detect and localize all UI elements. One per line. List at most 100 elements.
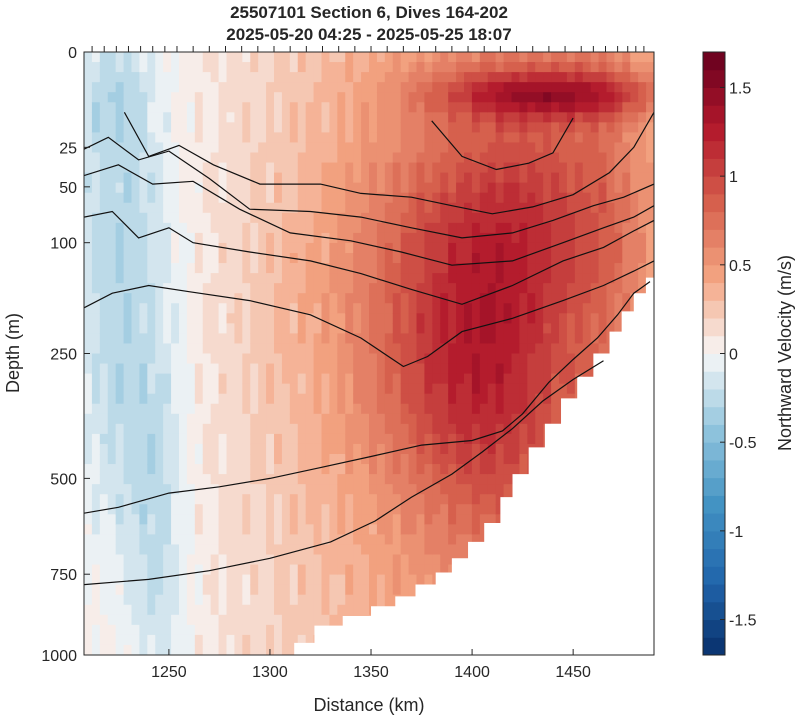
heatmap-cell (448, 112, 457, 123)
heatmap-cell (487, 333, 497, 345)
heatmap-cell (289, 594, 299, 606)
heatmap-cell (345, 584, 354, 596)
heatmap-cell (574, 122, 584, 133)
heatmap-cell (179, 212, 188, 224)
heatmap-cell (281, 192, 291, 204)
heatmap-cell (313, 182, 323, 194)
heatmap-cell (321, 323, 331, 334)
heatmap-cell (289, 454, 299, 465)
heatmap-cell (242, 333, 251, 345)
heatmap-cell (115, 383, 125, 395)
heatmap-cell (147, 122, 156, 133)
colorbar-label: Northward Velocity (m/s) (775, 255, 795, 451)
heatmap-cell (487, 202, 497, 214)
heatmap-cell (384, 423, 394, 435)
heatmap-cell (511, 433, 521, 445)
heatmap-cell (84, 644, 93, 655)
heatmap-cell (179, 614, 188, 626)
heatmap-cell (258, 303, 267, 314)
heatmap-cell (107, 172, 117, 184)
heatmap-cell (281, 72, 291, 83)
heatmap-cell (519, 152, 528, 164)
heatmap-cell (147, 644, 156, 655)
heatmap-cell (274, 102, 283, 113)
heatmap-cell (487, 353, 497, 365)
y-tick-label: 250 (50, 347, 77, 364)
heatmap-cell (448, 222, 457, 234)
heatmap-cell (305, 624, 315, 636)
heatmap-cell (471, 222, 481, 234)
heatmap-cell (107, 524, 117, 535)
heatmap-cell (91, 383, 101, 395)
heatmap-cell (440, 122, 449, 133)
heatmap-cell (503, 474, 513, 485)
heatmap-cell (171, 343, 180, 355)
heatmap-cell (99, 574, 109, 586)
heatmap-cell (622, 202, 631, 214)
heatmap-cell (250, 343, 259, 355)
heatmap-cell (424, 423, 433, 435)
heatmap-cell (321, 102, 331, 113)
heatmap-cell (369, 534, 378, 546)
heatmap-cell (440, 112, 449, 123)
heatmap-cell (519, 112, 528, 123)
heatmap-cell (171, 494, 180, 505)
heatmap-cell (226, 303, 236, 314)
heatmap-cell (123, 363, 133, 375)
heatmap-cell (527, 373, 536, 385)
heatmap-cell (321, 373, 331, 385)
heatmap-cell (274, 614, 283, 626)
heatmap-cell (456, 403, 465, 415)
heatmap-cell (329, 142, 338, 154)
heatmap-cell (424, 504, 433, 515)
heatmap-cell (202, 323, 212, 334)
heatmap-cell (503, 162, 513, 174)
heatmap-cell (511, 222, 521, 234)
heatmap-cell (614, 132, 623, 144)
heatmap-cell (384, 584, 394, 596)
heatmap-cell (186, 192, 196, 204)
heatmap-cell (527, 212, 536, 224)
heatmap-cell (155, 353, 164, 365)
heatmap-cell (115, 52, 125, 63)
heatmap-cell (559, 72, 568, 83)
heatmap-cell (305, 574, 315, 586)
heatmap-cell (432, 494, 441, 505)
heatmap-cell (598, 112, 608, 123)
heatmap-cell (479, 504, 489, 515)
heatmap-cell (598, 293, 608, 304)
heatmap-cell (424, 524, 433, 535)
heatmap-cell (242, 112, 251, 123)
heatmap-cell (511, 273, 521, 284)
heatmap-cell (163, 242, 172, 254)
heatmap-cell (448, 253, 457, 264)
heatmap-cell (361, 122, 370, 133)
heatmap-cell (258, 72, 267, 83)
heatmap-cell (376, 172, 386, 184)
heatmap-cell (107, 313, 117, 324)
heatmap-cell (99, 494, 109, 505)
colorbar-segment (703, 158, 725, 177)
heatmap-cell (258, 353, 267, 365)
heatmap-cell (369, 253, 378, 264)
heatmap-cell (408, 82, 418, 93)
heatmap-cell (266, 212, 275, 224)
heatmap-cell (424, 343, 433, 355)
heatmap-cell (147, 443, 156, 455)
heatmap-cell (543, 323, 552, 334)
heatmap-cell (186, 122, 196, 133)
heatmap-cell (321, 464, 331, 475)
heatmap-cell (313, 564, 323, 576)
heatmap-cell (131, 82, 141, 93)
heatmap-cell (155, 172, 164, 184)
heatmap-cell (297, 212, 307, 224)
heatmap-cell (289, 142, 299, 154)
heatmap-cell (123, 423, 133, 435)
heatmap-cell (495, 242, 505, 254)
heatmap-cell (551, 283, 560, 294)
heatmap-cell (234, 273, 243, 284)
heatmap-cell (376, 263, 386, 274)
heatmap-cell (313, 202, 323, 214)
heatmap-cell (274, 323, 283, 334)
heatmap-cell (638, 102, 647, 113)
